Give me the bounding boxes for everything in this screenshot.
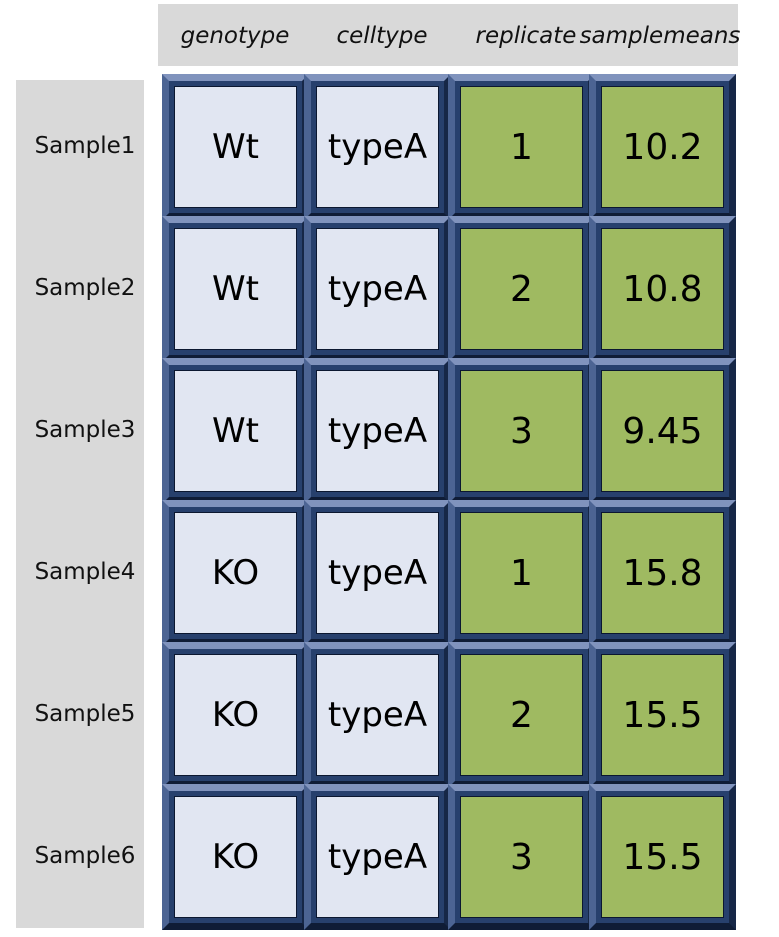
cell-value-celltype: typeA	[317, 513, 438, 633]
column-header-2: replicate	[475, 23, 577, 49]
table-cell: typeA	[304, 216, 451, 362]
cell-value-genotype: Wt	[175, 371, 296, 491]
column-header-3: samplemeans	[579, 23, 741, 49]
cell-value-replicate: 1	[461, 87, 582, 207]
table-cell: KO	[162, 784, 309, 930]
cell-value-replicate: 2	[461, 229, 582, 349]
cell-value-samplemeans: 15.5	[602, 797, 723, 917]
table-cell: 3	[448, 358, 595, 504]
cell-value-samplemeans: 10.8	[602, 229, 723, 349]
column-header-bar	[158, 4, 738, 66]
table-cell: Wt	[162, 216, 309, 362]
table-cell: 9.45	[589, 358, 736, 504]
table-cell: Wt	[162, 74, 309, 220]
cell-value-genotype: KO	[175, 655, 296, 775]
table-cell: typeA	[304, 642, 451, 788]
table-cell: 3	[448, 784, 595, 930]
table-cell: 15.5	[589, 642, 736, 788]
cell-value-replicate: 2	[461, 655, 582, 775]
row-label: Sample2	[34, 275, 136, 301]
cell-value-samplemeans: 15.8	[602, 513, 723, 633]
table-cell: typeA	[304, 74, 451, 220]
table-cell: typeA	[304, 500, 451, 646]
table-cell: 15.5	[589, 784, 736, 930]
cell-value-celltype: typeA	[317, 87, 438, 207]
table-cell: typeA	[304, 784, 451, 930]
cell-value-genotype: Wt	[175, 87, 296, 207]
cell-value-replicate: 3	[461, 797, 582, 917]
table-cell: 2	[448, 642, 595, 788]
column-header-1: celltype	[336, 23, 428, 49]
table-cell: typeA	[304, 358, 451, 504]
cell-value-genotype: KO	[175, 797, 296, 917]
cell-value-celltype: typeA	[317, 229, 438, 349]
row-label: Sample6	[34, 843, 136, 869]
cell-value-genotype: KO	[175, 513, 296, 633]
cell-value-celltype: typeA	[317, 655, 438, 775]
row-label: Sample3	[34, 417, 136, 443]
table-cell: 10.2	[589, 74, 736, 220]
table-cell: KO	[162, 500, 309, 646]
cell-value-celltype: typeA	[317, 797, 438, 917]
cell-value-samplemeans: 15.5	[602, 655, 723, 775]
cell-value-celltype: typeA	[317, 371, 438, 491]
row-label: Sample5	[34, 701, 136, 727]
table-cell: 10.8	[589, 216, 736, 362]
column-header-0: genotype	[180, 23, 290, 49]
cell-value-samplemeans: 10.2	[602, 87, 723, 207]
cell-value-samplemeans: 9.45	[602, 371, 723, 491]
cell-value-replicate: 3	[461, 371, 582, 491]
cell-value-replicate: 1	[461, 513, 582, 633]
row-label-bar	[16, 80, 144, 928]
table-cell: 1	[448, 500, 595, 646]
table-cell: 2	[448, 216, 595, 362]
table-cell: 15.8	[589, 500, 736, 646]
table-cell: Wt	[162, 358, 309, 504]
table-cell: 1	[448, 74, 595, 220]
cell-value-genotype: Wt	[175, 229, 296, 349]
table-cell: KO	[162, 642, 309, 788]
row-label: Sample4	[34, 559, 136, 585]
row-label: Sample1	[34, 133, 136, 159]
